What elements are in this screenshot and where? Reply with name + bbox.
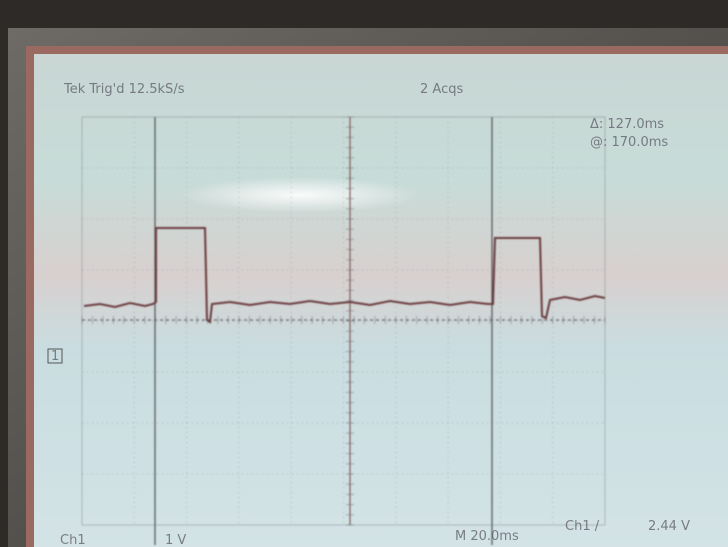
channel-marker: 1 xyxy=(51,349,59,364)
cursor-delta: Δ: 127.0ms xyxy=(590,117,664,132)
photo: Tek Trig'd 12.5kS/s 2 Acqs Δ: 127.0ms @:… xyxy=(0,0,728,547)
footer-scale: 1 V xyxy=(165,533,186,547)
header-left: Tek Trig'd 12.5kS/s xyxy=(63,82,185,97)
cursor-at: @: 170.0ms xyxy=(590,135,668,150)
header-right: 2 Acqs xyxy=(420,82,463,97)
footer-level: 2.44 V xyxy=(648,519,690,534)
footer-channel: Ch1 xyxy=(60,533,86,547)
footer-trigger: Ch1 / xyxy=(565,519,600,534)
footer-timebase: M 20.0ms xyxy=(455,529,519,544)
page: {"screen": { "header_left": "Tek Trig'd … xyxy=(0,0,728,547)
glare xyxy=(180,177,420,213)
